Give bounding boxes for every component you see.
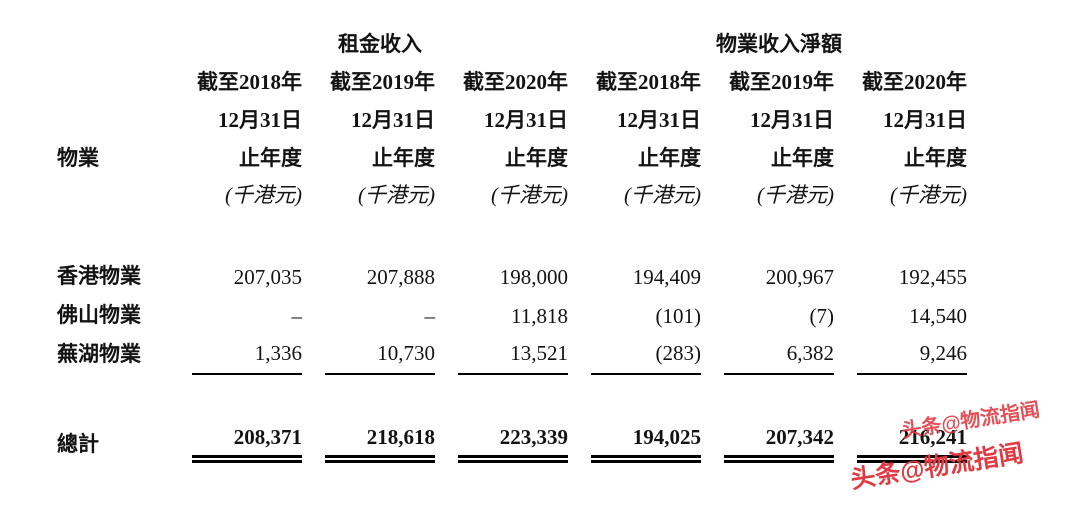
col-header-date: 12月31日 <box>218 108 302 132</box>
col-header-date: 12月31日 <box>750 108 834 132</box>
financial-table: 租金收入 物業收入淨額 截至2018年 截至2019年 截至2020年 截至20… <box>57 26 967 463</box>
col-header-date: 12月31日 <box>351 108 435 132</box>
col-header-period: 止年度 <box>638 146 701 170</box>
corner-spacer <box>57 104 169 142</box>
value-cell: 198,000 <box>499 265 568 289</box>
col-header-year: 截至2019年 <box>729 70 834 94</box>
total-value-cell: 223,339 <box>458 421 568 463</box>
col-header-period: 止年度 <box>771 146 834 170</box>
value-cell: 14,540 <box>909 304 967 328</box>
total-row-label: 總計 <box>57 432 99 456</box>
col-header-date: 12月31日 <box>484 108 568 132</box>
col-header-unit: (千港元) <box>757 183 834 207</box>
corner-spacer <box>57 26 169 66</box>
value-cell: – <box>291 304 303 328</box>
col-header-period: 止年度 <box>239 146 302 170</box>
value-cell: 11,818 <box>511 304 568 328</box>
total-value-cell: 216,241 <box>857 421 967 463</box>
corner-label-property: 物業 <box>57 146 99 170</box>
col-header-unit: (千港元) <box>358 183 435 207</box>
col-header-date: 12月31日 <box>883 108 967 132</box>
value-cell: 200,967 <box>765 265 834 289</box>
col-header-unit: (千港元) <box>225 183 302 207</box>
col-header-year: 截至2020年 <box>862 70 967 94</box>
group-header-rental-income: 租金收入 <box>338 32 422 56</box>
col-header-year: 截至2019年 <box>330 70 435 94</box>
col-header-period: 止年度 <box>505 146 568 170</box>
value-cell: (283) <box>591 336 701 375</box>
group-header-net-property-income: 物業收入淨額 <box>716 32 842 56</box>
col-header-period: 止年度 <box>372 146 435 170</box>
total-value-cell: 194,025 <box>591 421 701 463</box>
value-cell: – <box>424 304 436 328</box>
value-cell: 207,035 <box>233 265 302 289</box>
col-header-year: 截至2020年 <box>463 70 568 94</box>
corner-spacer <box>57 180 169 218</box>
total-value-cell: 207,342 <box>724 421 834 463</box>
corner-spacer <box>57 66 169 104</box>
col-header-date: 12月31日 <box>617 108 701 132</box>
value-cell: 9,246 <box>857 336 967 375</box>
col-header-unit: (千港元) <box>491 183 568 207</box>
total-value-cell: 208,371 <box>192 421 302 463</box>
col-header-unit: (千港元) <box>624 183 701 207</box>
value-cell: 10,730 <box>325 336 435 375</box>
value-cell: 6,382 <box>724 336 834 375</box>
value-cell: 207,888 <box>366 265 435 289</box>
row-label: 蕪湖物業 <box>57 342 141 366</box>
value-cell: 13,521 <box>458 336 568 375</box>
value-cell: 192,455 <box>898 265 967 289</box>
row-label: 香港物業 <box>57 264 141 288</box>
value-cell: 194,409 <box>632 265 701 289</box>
col-header-year: 截至2018年 <box>197 70 302 94</box>
value-cell: (101) <box>655 304 702 328</box>
col-header-unit: (千港元) <box>890 183 967 207</box>
value-cell: 1,336 <box>192 336 302 375</box>
col-header-period: 止年度 <box>904 146 967 170</box>
value-cell: (7) <box>809 304 835 328</box>
col-header-year: 截至2018年 <box>596 70 701 94</box>
total-value-cell: 218,618 <box>325 421 435 463</box>
body-total-spacer <box>57 375 967 421</box>
row-label: 佛山物業 <box>57 303 141 327</box>
header-body-spacer <box>57 218 967 258</box>
